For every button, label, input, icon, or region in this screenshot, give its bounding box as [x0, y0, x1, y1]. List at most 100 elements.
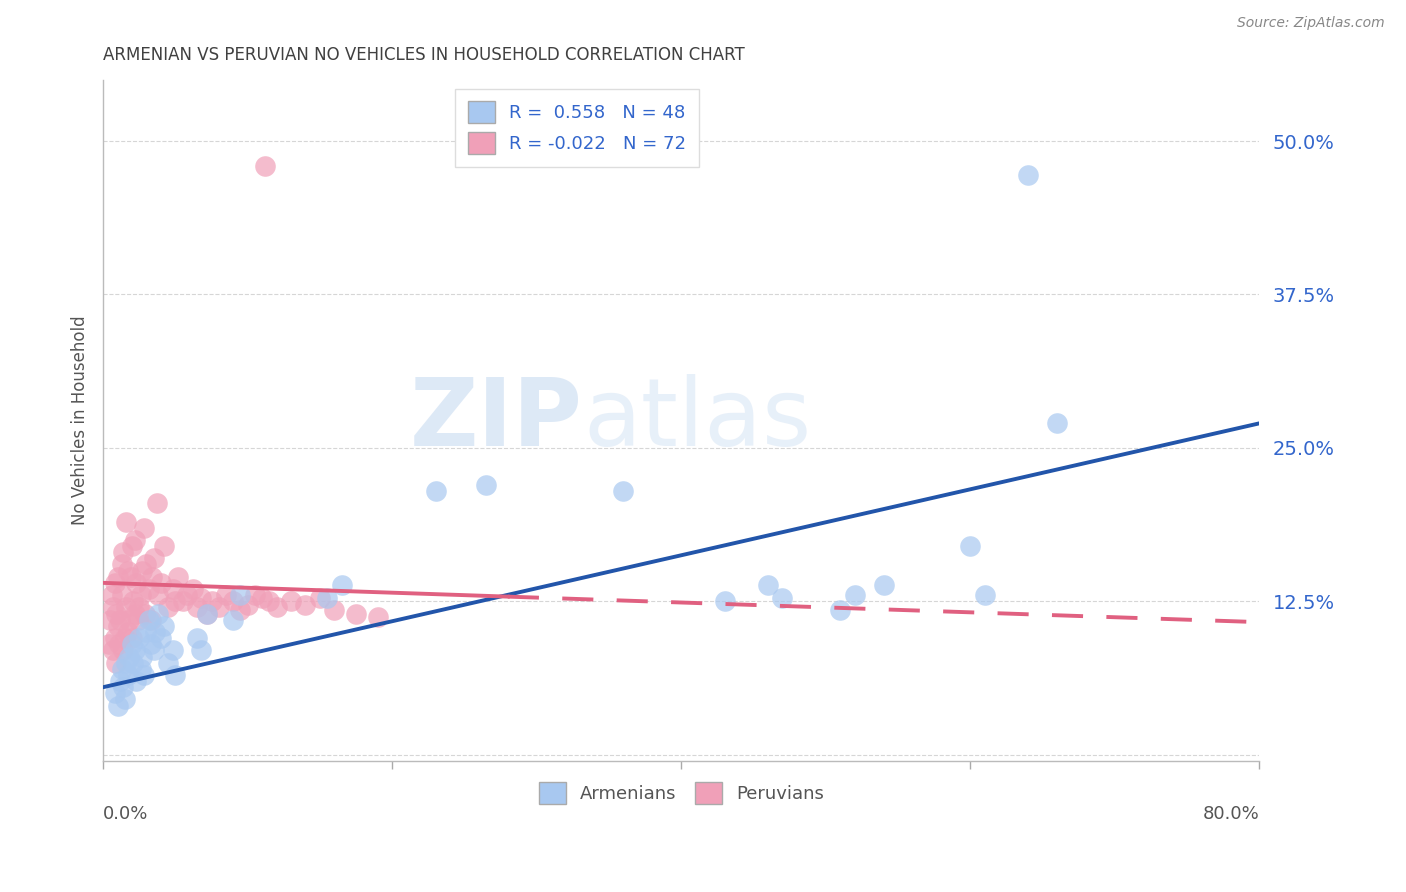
Point: [253, 159, 276, 173]
Point: [115, 656, 138, 670]
Point: [132, 521, 155, 535]
Point: [128, 600, 150, 615]
Text: 80.0%: 80.0%: [1202, 805, 1260, 823]
Legend: Armenians, Peruvians: Armenians, Peruvians: [530, 773, 834, 814]
Point: [167, 570, 190, 584]
Point: [266, 600, 288, 615]
Point: [959, 539, 981, 553]
Point: [190, 643, 212, 657]
Point: [143, 624, 166, 639]
Point: [142, 551, 165, 566]
Point: [367, 610, 389, 624]
Point: [309, 591, 332, 605]
Point: [222, 594, 245, 608]
Point: [165, 668, 187, 682]
Point: [872, 578, 894, 592]
Point: [124, 643, 146, 657]
Point: [186, 631, 208, 645]
Point: [115, 515, 138, 529]
Point: [146, 588, 169, 602]
Point: [146, 607, 169, 621]
Point: [122, 656, 145, 670]
Point: [108, 637, 131, 651]
Point: [107, 619, 129, 633]
Point: [124, 607, 146, 621]
Point: [425, 483, 447, 498]
Point: [149, 631, 172, 645]
Point: [111, 588, 134, 602]
Point: [259, 594, 281, 608]
Point: [112, 680, 135, 694]
Point: [162, 643, 184, 657]
Point: [138, 613, 160, 627]
Point: [111, 662, 134, 676]
Point: [1017, 169, 1039, 183]
Point: [344, 607, 367, 621]
Point: [195, 607, 218, 621]
Point: [101, 588, 124, 602]
Point: [98, 613, 121, 627]
Point: [153, 619, 176, 633]
Point: [110, 613, 132, 627]
Point: [475, 477, 498, 491]
Point: [131, 649, 153, 664]
Point: [236, 598, 259, 612]
Point: [114, 631, 136, 645]
Point: [229, 603, 252, 617]
Point: [118, 613, 141, 627]
Point: [115, 600, 138, 615]
Point: [134, 607, 156, 621]
Point: [316, 591, 339, 605]
Point: [103, 600, 125, 615]
Point: [208, 600, 231, 615]
Point: [772, 591, 794, 605]
Point: [105, 607, 128, 621]
Point: [195, 607, 218, 621]
Point: [294, 598, 316, 612]
Point: [215, 588, 238, 602]
Point: [612, 483, 634, 498]
Text: ZIP: ZIP: [411, 375, 583, 467]
Point: [105, 656, 128, 670]
Point: [121, 631, 143, 645]
Point: [186, 600, 208, 615]
Point: [162, 582, 184, 596]
Point: [1046, 417, 1069, 431]
Text: ARMENIAN VS PERUVIAN NO VEHICLES IN HOUSEHOLD CORRELATION CHART: ARMENIAN VS PERUVIAN NO VEHICLES IN HOUS…: [103, 46, 745, 64]
Point: [117, 624, 139, 639]
Point: [104, 686, 127, 700]
Point: [756, 578, 779, 592]
Point: [125, 674, 148, 689]
Point: [973, 588, 995, 602]
Point: [117, 564, 139, 578]
Point: [129, 662, 152, 676]
Point: [103, 643, 125, 657]
Point: [243, 588, 266, 602]
Point: [135, 624, 157, 639]
Point: [129, 588, 152, 602]
Point: [111, 558, 134, 572]
Text: Source: ZipAtlas.com: Source: ZipAtlas.com: [1237, 16, 1385, 30]
Point: [139, 637, 162, 651]
Point: [122, 594, 145, 608]
Point: [124, 533, 146, 547]
Point: [229, 588, 252, 602]
Point: [131, 564, 153, 578]
Point: [176, 588, 198, 602]
Text: 0.0%: 0.0%: [103, 805, 149, 823]
Point: [127, 613, 149, 627]
Point: [107, 698, 129, 713]
Point: [128, 631, 150, 645]
Point: [132, 668, 155, 682]
Point: [110, 674, 132, 689]
Point: [125, 575, 148, 590]
Point: [104, 631, 127, 645]
Point: [830, 603, 852, 617]
Point: [118, 649, 141, 664]
Point: [145, 496, 167, 510]
Point: [107, 570, 129, 584]
Y-axis label: No Vehicles in Household: No Vehicles in Household: [72, 316, 89, 525]
Point: [121, 539, 143, 553]
Point: [142, 643, 165, 657]
Point: [138, 582, 160, 596]
